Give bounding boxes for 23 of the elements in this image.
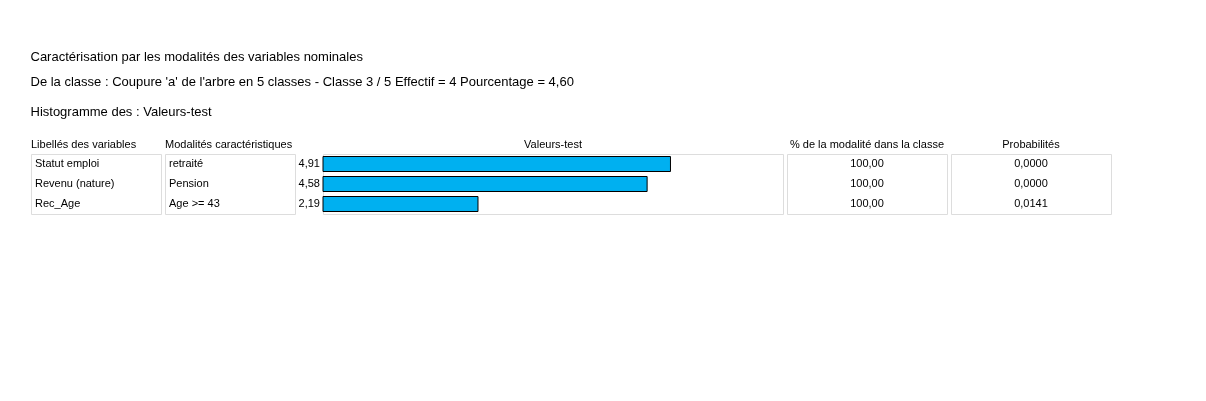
text: 100,00 [850,197,884,209]
y-tick-label: Rec_Age [35,197,81,209]
text: Pension [169,177,209,189]
data-label: 4,91 [298,157,320,169]
text: Caractérisation par les modalités des variables nominales [30,48,364,64]
text: % de la modalité dans la classe [789,138,945,150]
text: 0,0000 [1014,157,1048,169]
y-axis-title: Libellés des variables [31,138,137,150]
y-tick-label: Revenu (nature) [35,177,115,189]
text: Modalités caractéristiques [165,138,293,150]
text: Probabilités [1002,138,1061,150]
chart-subtitle: De la classe : Coupure 'a' de l'arbre en 5 classes - Classe 3 / 5 Effectif = 4 Pourcentage = 4,60 [30,73,574,89]
text: 100,00 [850,157,884,169]
data-label: 2,19 [298,197,320,209]
text: 0,0141 [1014,197,1048,209]
text: 100,00 [850,177,884,189]
y-tick-label: Statut emploi [35,157,100,169]
text: Histogramme des : Valeurs-test [30,103,212,119]
data-label: 4,58 [298,177,320,189]
x-axis-title: Valeurs-test [524,138,582,150]
text: Age >= 43 [169,197,220,209]
text: retraité [169,157,204,169]
text: 0,0000 [1014,177,1048,189]
